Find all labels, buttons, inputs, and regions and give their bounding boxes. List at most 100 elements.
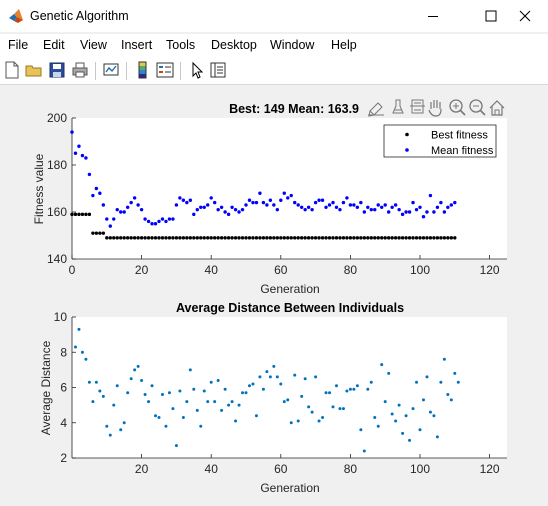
fitness-data-point	[411, 200, 415, 205]
zoom-in-icon[interactable]	[449, 99, 466, 116]
fitness-data-point	[355, 205, 360, 209]
menu-desktop[interactable]: Desktop	[211, 38, 257, 52]
property-editor-icon[interactable]	[208, 60, 228, 80]
fitness-data-point	[174, 236, 179, 240]
fitness-data-point	[303, 207, 307, 212]
fitness-x-axis-label: Generation	[260, 282, 319, 296]
fitness-data-point	[261, 200, 266, 205]
menu-view[interactable]: View	[80, 38, 107, 52]
fitness-data-point	[376, 203, 380, 207]
fitness-data-point	[153, 222, 158, 226]
fitness-data-point	[299, 205, 304, 209]
fitness-data-point	[132, 236, 137, 240]
fitness-data-point	[400, 212, 405, 217]
pan-icon[interactable]	[428, 100, 442, 117]
fitness-data-point	[188, 236, 193, 240]
distance-y-tick-label: 2	[60, 451, 67, 465]
fitness-data-point	[160, 217, 165, 221]
home-icon[interactable]	[489, 100, 505, 116]
distance-data-point	[449, 398, 453, 402]
fitness-data-point	[400, 236, 405, 240]
fitness-data-point	[237, 236, 241, 240]
fitness-data-point	[282, 191, 286, 195]
fitness-data-point	[77, 212, 81, 217]
maximize-button[interactable]	[468, 0, 514, 32]
fitness-x-tick-label: 120	[480, 263, 500, 277]
menu-file[interactable]: File	[8, 38, 29, 52]
export-icon[interactable]	[368, 102, 384, 117]
fitness-data-point	[320, 236, 325, 240]
fitness-data-point	[421, 215, 426, 219]
figure-canvas: 0 20 40 60 80 100 120 140 160 180 200 Best: 149 Me…	[0, 85, 548, 501]
menu-help[interactable]: Help	[331, 38, 357, 52]
fitness-data-point	[373, 236, 377, 240]
distance-data-point	[380, 363, 384, 367]
fitness-data-point	[386, 236, 391, 240]
distance-data-point	[439, 380, 443, 384]
menu-insert[interactable]: Insert	[121, 38, 153, 52]
distance-data-point	[98, 389, 102, 393]
link-plot-icon[interactable]	[101, 60, 121, 80]
distance-data-point	[338, 407, 342, 411]
fitness-data-point	[87, 172, 92, 177]
fitness-data-point	[449, 203, 454, 207]
distance-data-point	[442, 357, 446, 361]
fitness-data-point	[206, 236, 210, 240]
pointer-icon[interactable]	[187, 60, 207, 80]
fitness-data-point	[226, 212, 231, 217]
distance-data-point	[223, 387, 227, 391]
fitness-data-point	[435, 236, 440, 240]
fitness-data-point	[119, 236, 123, 240]
fitness-data-point	[380, 205, 384, 209]
menu-tools[interactable]: Tools	[166, 38, 196, 52]
distance-data-point	[119, 428, 123, 432]
fitness-data-point	[289, 236, 293, 240]
distance-data-point	[216, 378, 220, 382]
fitness-data-point	[390, 236, 394, 240]
axes-toolbar	[368, 99, 505, 117]
minimize-button[interactable]	[410, 0, 456, 32]
fitness-data-point	[369, 207, 373, 212]
fitness-data-point	[442, 210, 447, 214]
legend-icon[interactable]	[155, 60, 175, 80]
fitness-data-point	[421, 236, 426, 240]
zoom-out-icon[interactable]	[469, 99, 486, 116]
fitness-data-point	[164, 219, 168, 224]
open-file-icon[interactable]	[24, 60, 44, 80]
distance-data-point	[94, 380, 98, 384]
fitness-data-point	[348, 236, 353, 240]
fitness-data-point	[209, 196, 213, 200]
close-button[interactable]	[502, 0, 548, 32]
save-icon[interactable]	[47, 60, 67, 80]
fitness-data-point	[407, 210, 412, 214]
distance-data-point	[289, 421, 293, 425]
distance-data-point	[359, 428, 363, 432]
brush-icon[interactable]	[392, 99, 404, 114]
new-figure-icon[interactable]	[2, 60, 22, 80]
distance-y-tick-label: 10	[54, 310, 68, 324]
distance-data-point	[324, 391, 328, 395]
menu-edit[interactable]: Edit	[43, 38, 65, 52]
fitness-data-point	[146, 236, 151, 240]
distance-data-point	[234, 419, 238, 423]
distance-data-point	[373, 415, 377, 419]
fitness-x-tick-label: 40	[205, 263, 219, 277]
fitness-data-point	[251, 200, 255, 205]
datatip-icon[interactable]	[410, 99, 425, 114]
menu-window[interactable]: Window	[270, 38, 315, 52]
fitness-data-point	[275, 207, 280, 212]
fitness-data-point	[418, 205, 422, 209]
distance-data-point	[321, 415, 325, 419]
colorbar-icon[interactable]	[133, 60, 153, 80]
distance-data-point	[157, 415, 161, 419]
fitness-data-point	[233, 207, 238, 212]
fitness-data-point	[143, 217, 147, 221]
fitness-data-point	[446, 205, 450, 209]
fitness-legend[interactable]: Best fitness Mean fitness	[383, 124, 497, 158]
fitness-data-point	[293, 236, 297, 240]
fitness-data-point	[265, 236, 269, 240]
distance-data-point	[303, 377, 307, 381]
fitness-data-point	[108, 236, 112, 240]
distance-data-point	[282, 400, 286, 404]
print-icon[interactable]	[70, 60, 90, 80]
